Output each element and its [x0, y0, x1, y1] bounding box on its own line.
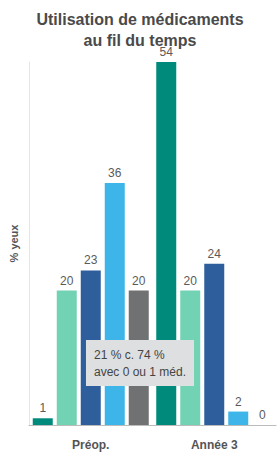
svg-text:Préop.: Préop.: [72, 438, 109, 452]
svg-text:2: 2: [235, 395, 242, 409]
svg-text:24: 24: [208, 247, 222, 261]
svg-text:1: 1: [39, 401, 46, 415]
svg-text:avec 0 ou 1 méd.: avec 0 ou 1 méd.: [94, 365, 186, 379]
svg-text:20: 20: [60, 274, 74, 288]
svg-text:au fil du temps: au fil du temps: [84, 32, 197, 49]
svg-text:20: 20: [132, 274, 146, 288]
svg-text:36: 36: [108, 166, 122, 180]
svg-text:23: 23: [84, 253, 98, 267]
svg-text:0: 0: [259, 408, 266, 422]
svg-text:Utilisation de médicaments: Utilisation de médicaments: [36, 11, 243, 28]
svg-text:Année 3: Année 3: [191, 438, 238, 452]
svg-text:20: 20: [184, 274, 198, 288]
svg-text:54: 54: [159, 45, 173, 59]
svg-text:21 % c. 74 %: 21 % c. 74 %: [94, 348, 165, 362]
svg-text:% yeux: % yeux: [8, 224, 20, 263]
